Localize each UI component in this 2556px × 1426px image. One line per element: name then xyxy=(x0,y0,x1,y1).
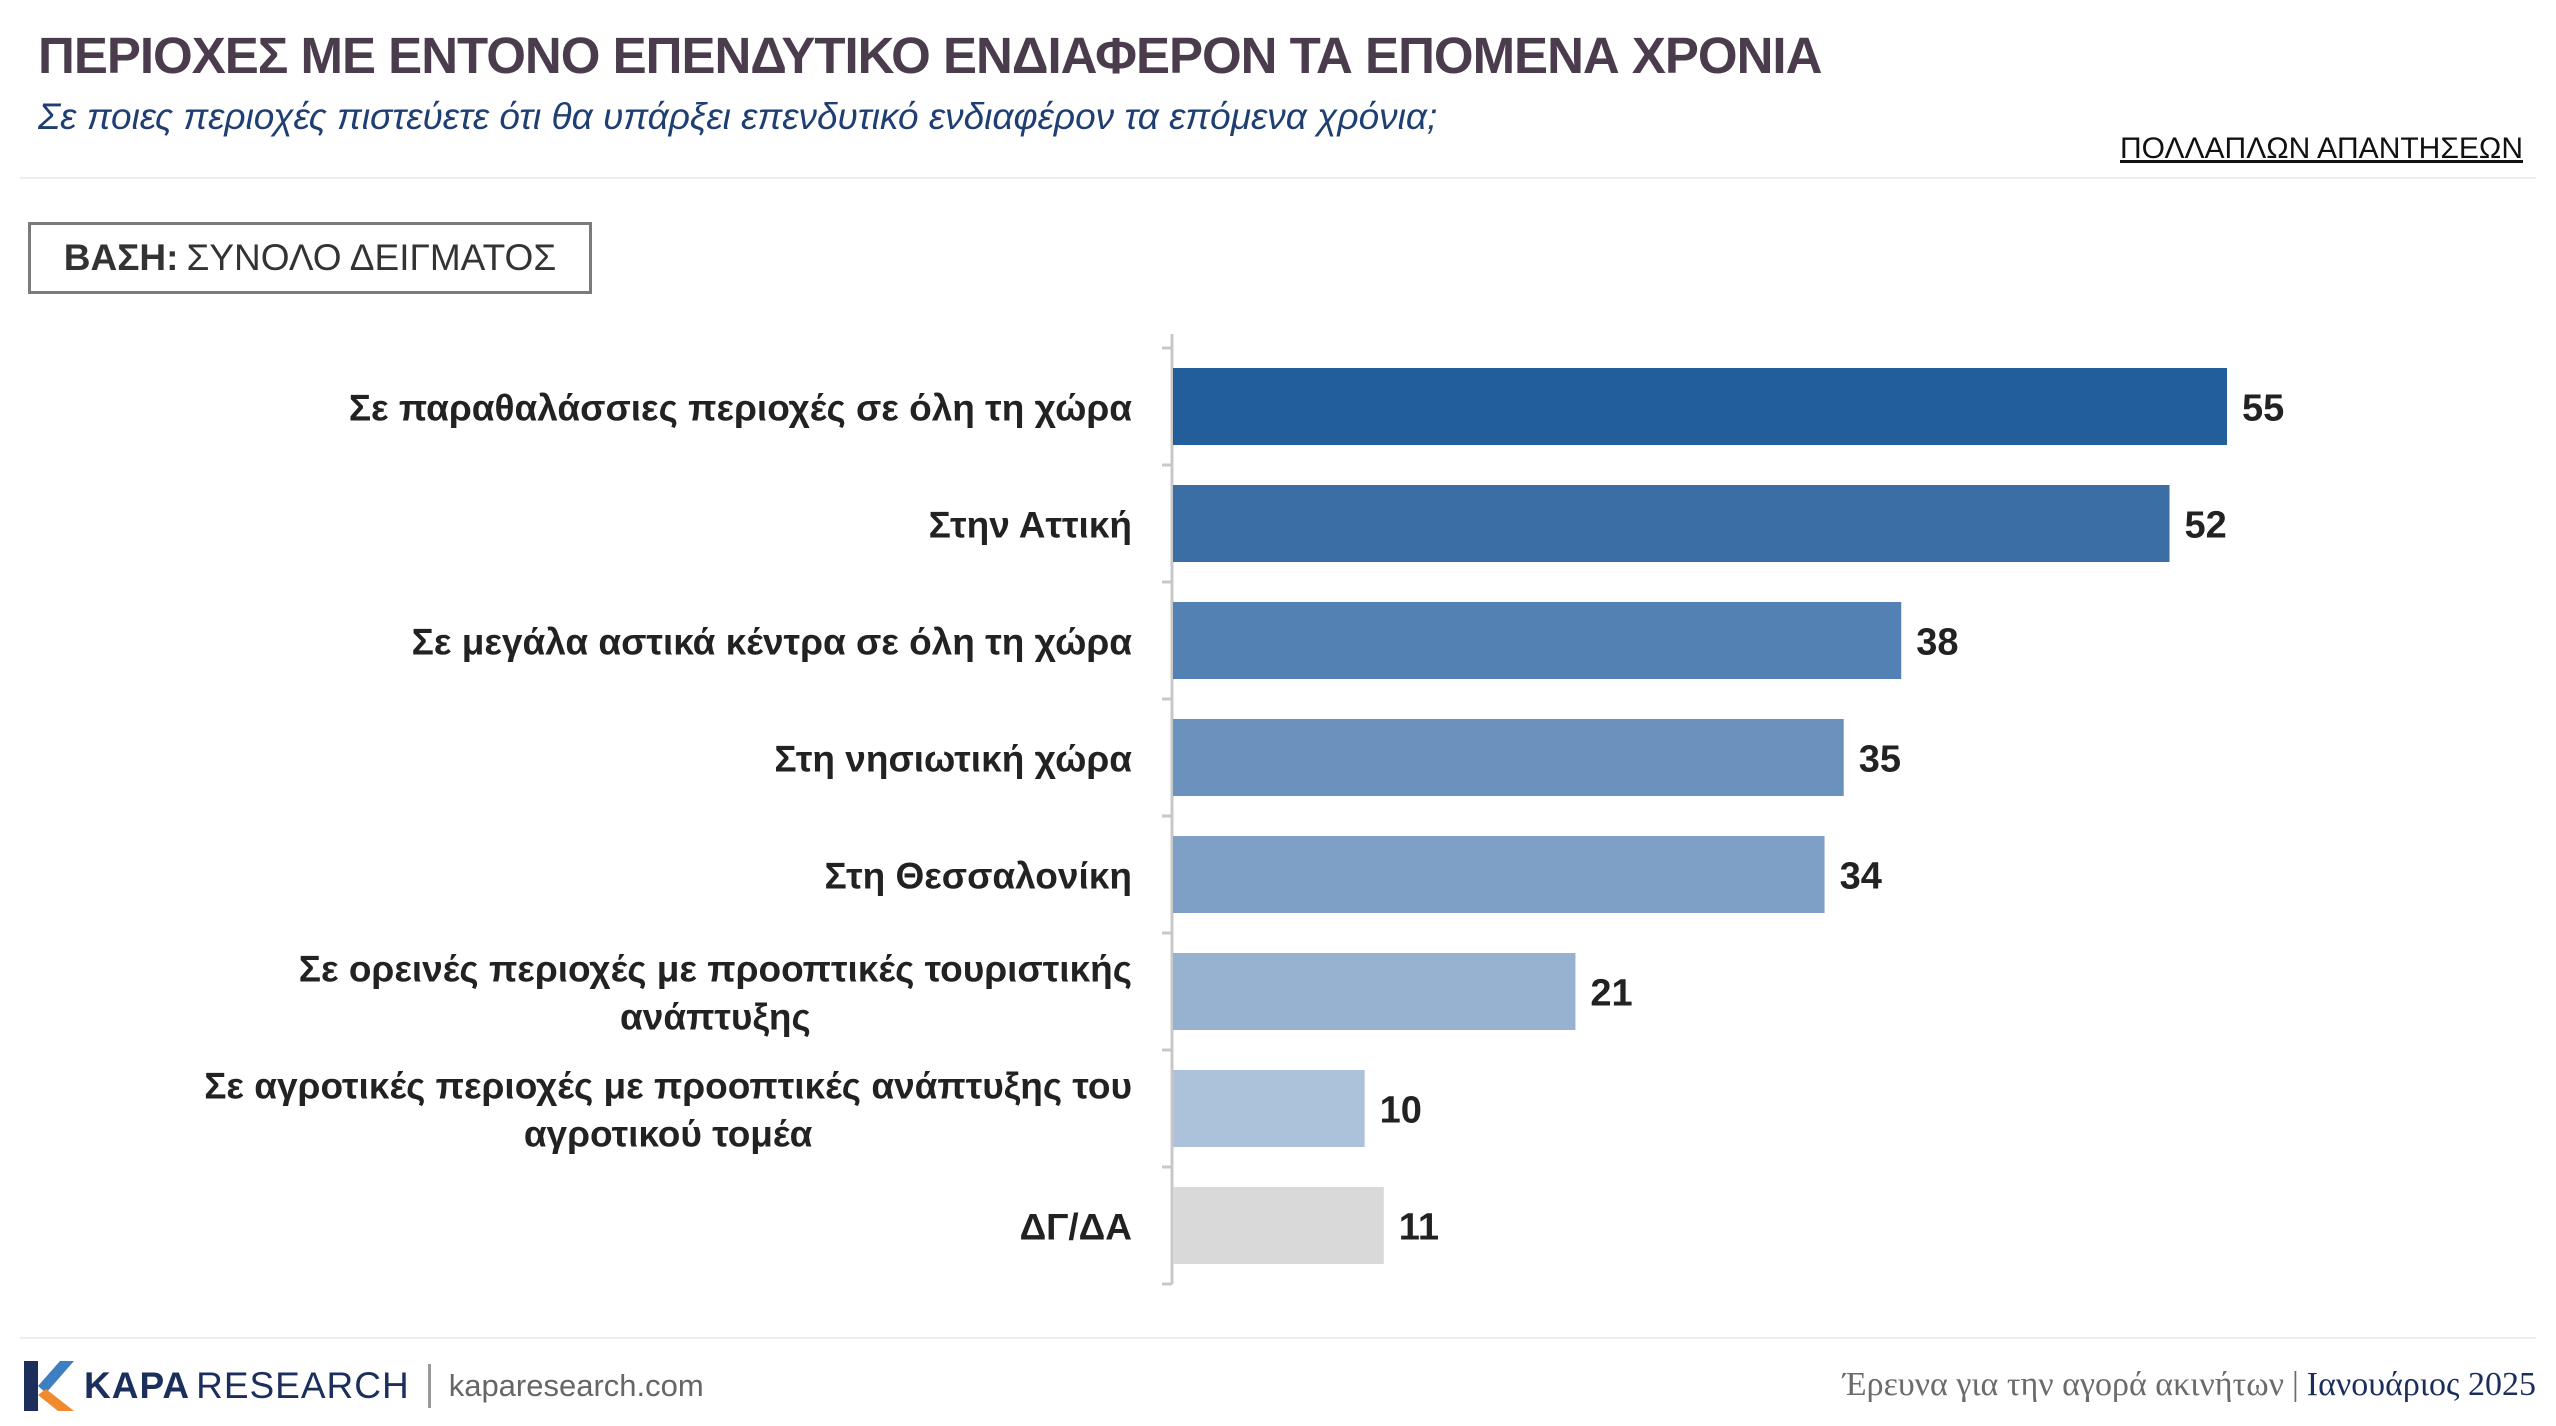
page-title: ΠΕΡΙΟΧΕΣ ΜΕ ΕΝΤΟΝΟ ΕΠΕΝΔΥΤΙΚΟ ΕΝΔΙΑΦΕΡΟΝ… xyxy=(38,27,1822,84)
footer-brand: KAPA RESEARCH kaparesearch.com xyxy=(24,1358,704,1414)
category-label: Στη νησιωτική χώρα xyxy=(774,739,1132,780)
category-label: Σε μεγάλα αστικά κέντρα σε όλη τη χώρα xyxy=(412,622,1133,663)
footer-survey-info: Έρευνα για την αγορά ακινήτων | Ιανουάριος… xyxy=(1843,1366,2536,1404)
category-label: Στη Θεσσαλονίκη xyxy=(825,856,1133,897)
footer-divider xyxy=(20,1337,2536,1339)
survey-name: Έρευνα για την αγορά ακινήτων xyxy=(1843,1366,2284,1403)
brand-name-bold: KAPA xyxy=(84,1365,191,1406)
bar xyxy=(1173,836,1825,913)
category-label: Σε αγροτικές περιοχές με προοπτικές ανάπ… xyxy=(204,1066,1132,1155)
bar-value-label: 35 xyxy=(1859,739,1901,781)
bar-value-label: 21 xyxy=(1590,973,1632,1015)
bar xyxy=(1173,1070,1365,1147)
header-divider xyxy=(20,177,2536,179)
brand-url[interactable]: kaparesearch.com xyxy=(448,1368,704,1403)
answer-type-note: ΠΟΛΛΑΠΛΩΝ ΑΠΑΝΤΗΣΕΩΝ xyxy=(2119,132,2523,165)
category-label: ΔΓ/ΔΑ xyxy=(1020,1207,1132,1248)
bar xyxy=(1173,602,1902,679)
bar-value-label: 52 xyxy=(2185,505,2227,547)
bar xyxy=(1173,719,1844,796)
bar-value-label: 55 xyxy=(2242,388,2284,430)
bar xyxy=(1173,1187,1384,1264)
bar-chart: 55 Σε παραθαλάσσιες περιοχές σε όλη τη χώ… xyxy=(204,334,2284,1286)
bar-value-label: 38 xyxy=(1916,622,1958,664)
brand-name-light: RESEARCH xyxy=(196,1365,410,1406)
page-subtitle: Σε ποιες περιοχές πιστεύετε ότι θα υπάρξ… xyxy=(38,96,1438,137)
survey-date: Ιανουάριος 2025 xyxy=(2306,1366,2536,1403)
category-label: Στην Αττική xyxy=(929,505,1132,546)
base-box: ΒΑΣΗ: ΣΥΝΟΛΟ ΔΕΙΓΜΑΤΟΣ xyxy=(28,222,592,294)
category-label: Σε ορεινές περιοχές με προοπτικές τουρισ… xyxy=(299,949,1132,1038)
bar-value-label: 11 xyxy=(1399,1207,1439,1249)
bar xyxy=(1173,485,2170,562)
base-label: ΒΑΣΗ: xyxy=(63,237,179,278)
category-label: Σε παραθαλάσσιες περιοχές σε όλη τη χώρα xyxy=(349,388,1132,429)
bar-value-label: 34 xyxy=(1840,856,1882,898)
base-value: ΣΥΝΟΛΟ ΔΕΙΓΜΑΤΟΣ xyxy=(186,237,557,278)
kapa-logo-icon xyxy=(24,1361,74,1411)
brand-separator xyxy=(427,1364,431,1408)
footer-separator: | xyxy=(2291,1366,2299,1403)
bar xyxy=(1173,368,2227,445)
bar xyxy=(1173,953,1576,1030)
bar-value-label: 10 xyxy=(1380,1090,1422,1132)
